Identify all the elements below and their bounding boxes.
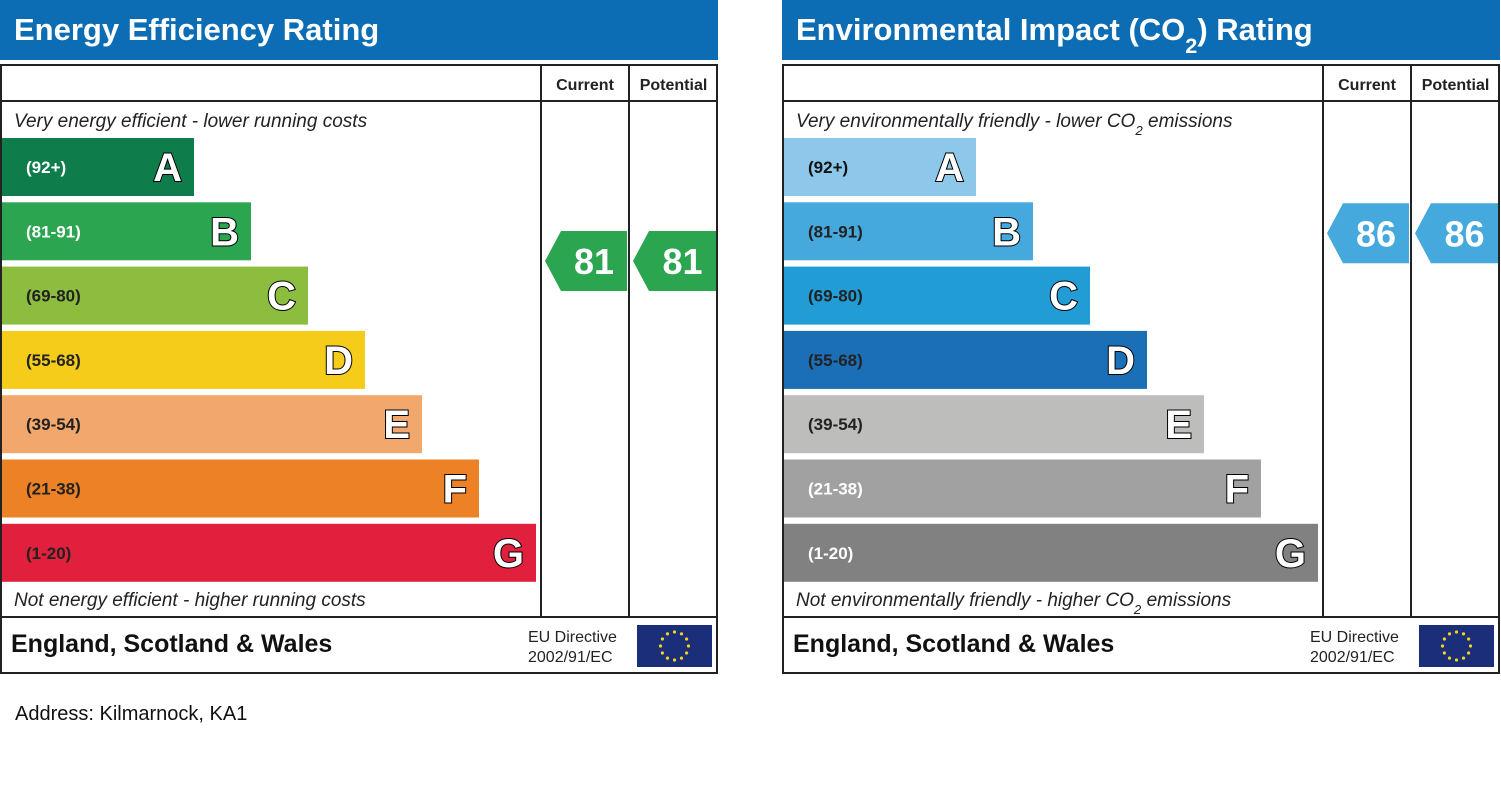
eu-star [1461, 656, 1466, 660]
band-bar-a [784, 138, 976, 196]
band-letter-d: D [324, 339, 353, 383]
footer-directive-line2: 2002/91/EC [528, 649, 613, 666]
band-range-f: (21-38) [808, 480, 863, 499]
band-range-e: (39-54) [808, 415, 863, 434]
title-bar [782, 0, 1500, 60]
eu-star [1447, 632, 1452, 636]
eu-star [672, 658, 677, 662]
eu-star [679, 656, 684, 660]
band-letter-d: D [1106, 339, 1135, 383]
eu-star [1442, 651, 1446, 655]
top-note: Very energy efficient - lower running co… [14, 111, 368, 132]
band-letter-c: C [1049, 275, 1078, 319]
footer-directive-line1: EU Directive [1310, 629, 1399, 646]
band-letter-c: C [267, 275, 296, 319]
band-bar-b [2, 202, 251, 261]
current-rating-arrow [545, 231, 627, 291]
eu-star [1467, 651, 1471, 655]
band-bar-a [2, 138, 194, 196]
band-range-c: (69-80) [808, 287, 863, 306]
band-bar-c [784, 266, 1090, 325]
eu-star [665, 656, 670, 660]
potential-rating-score: 81 [662, 241, 702, 282]
address-label: Address: Kilmarnock, KA1 [15, 703, 248, 725]
band-bar-g [2, 523, 536, 582]
potential-rating-arrow [633, 231, 716, 291]
eu-star [1467, 637, 1471, 641]
band-bar-f [2, 459, 479, 518]
band-letter-a: A [153, 146, 182, 190]
eu-star [672, 630, 677, 634]
eu-star [660, 637, 665, 641]
eu-star [679, 632, 684, 636]
band-bar-d [784, 330, 1147, 389]
band-bar-e [784, 395, 1204, 454]
band-letter-g: G [493, 532, 524, 576]
eu-star [686, 644, 691, 648]
current-rating-arrow [1327, 203, 1409, 264]
band-range-c: (69-80) [26, 287, 81, 306]
band-range-a: (92+) [808, 158, 848, 177]
column-header-potential: Potential [1422, 77, 1490, 94]
band-bar-b [784, 202, 1033, 261]
band-range-d: (55-68) [808, 351, 863, 370]
current-rating-score: 86 [1356, 213, 1396, 254]
eu-star [658, 644, 663, 648]
column-header-potential: Potential [640, 77, 708, 94]
eu-star [665, 632, 670, 636]
band-range-b: (81-91) [26, 222, 81, 241]
band-letter-f: F [1225, 468, 1249, 512]
bottom-note: Not energy efficient - higher running co… [14, 590, 366, 611]
eu-star [1461, 632, 1466, 636]
eu-star [685, 637, 689, 641]
footer-region: England, Scotland & Wales [11, 630, 332, 658]
eu-star [1447, 656, 1452, 660]
band-letter-e: E [1165, 403, 1192, 447]
band-bar-g [784, 523, 1318, 582]
band-bar-c [2, 266, 308, 325]
eu-star [1442, 637, 1446, 641]
band-bar-d [2, 330, 365, 389]
panel-energy-efficiency: Energy Efficiency Rating Current Potential… [0, 0, 718, 674]
potential-rating-score: 86 [1444, 213, 1484, 254]
band-letter-b: B [992, 210, 1021, 254]
band-bar-e [2, 395, 422, 454]
column-header-current: Current [556, 77, 614, 94]
band-range-f: (21-38) [26, 480, 81, 499]
band-range-b: (81-91) [808, 222, 863, 241]
band-range-g: (1-20) [26, 544, 71, 563]
footer-directive-line2: 2002/91/EC [1310, 649, 1395, 666]
eu-star [1468, 644, 1473, 648]
band-letter-g: G [1275, 532, 1306, 576]
band-letter-e: E [383, 403, 410, 447]
chart-title: Energy Efficiency Rating [14, 12, 379, 47]
eu-star [660, 651, 665, 655]
band-letter-b: B [210, 210, 239, 254]
panel-environmental-impact: Environmental Impact (CO2) RatingCurrent… [782, 0, 1500, 674]
band-range-d: (55-68) [26, 351, 81, 370]
band-letter-f: F [443, 468, 467, 512]
eu-star [1454, 630, 1459, 634]
band-range-g: (1-20) [808, 544, 853, 563]
current-rating-score: 81 [574, 241, 614, 282]
potential-rating-arrow [1415, 203, 1498, 264]
band-bar-f [784, 459, 1261, 518]
footer-region: England, Scotland & Wales [793, 630, 1114, 658]
band-letter-a: A [935, 146, 964, 190]
band-range-e: (39-54) [26, 415, 81, 434]
footer-directive-line1: EU Directive [528, 629, 617, 646]
title-bar [0, 0, 718, 60]
eu-star [1440, 644, 1445, 648]
eu-star [685, 651, 689, 655]
band-range-a: (92+) [26, 158, 66, 177]
column-header-current: Current [1338, 77, 1396, 94]
eu-star [1454, 658, 1459, 662]
